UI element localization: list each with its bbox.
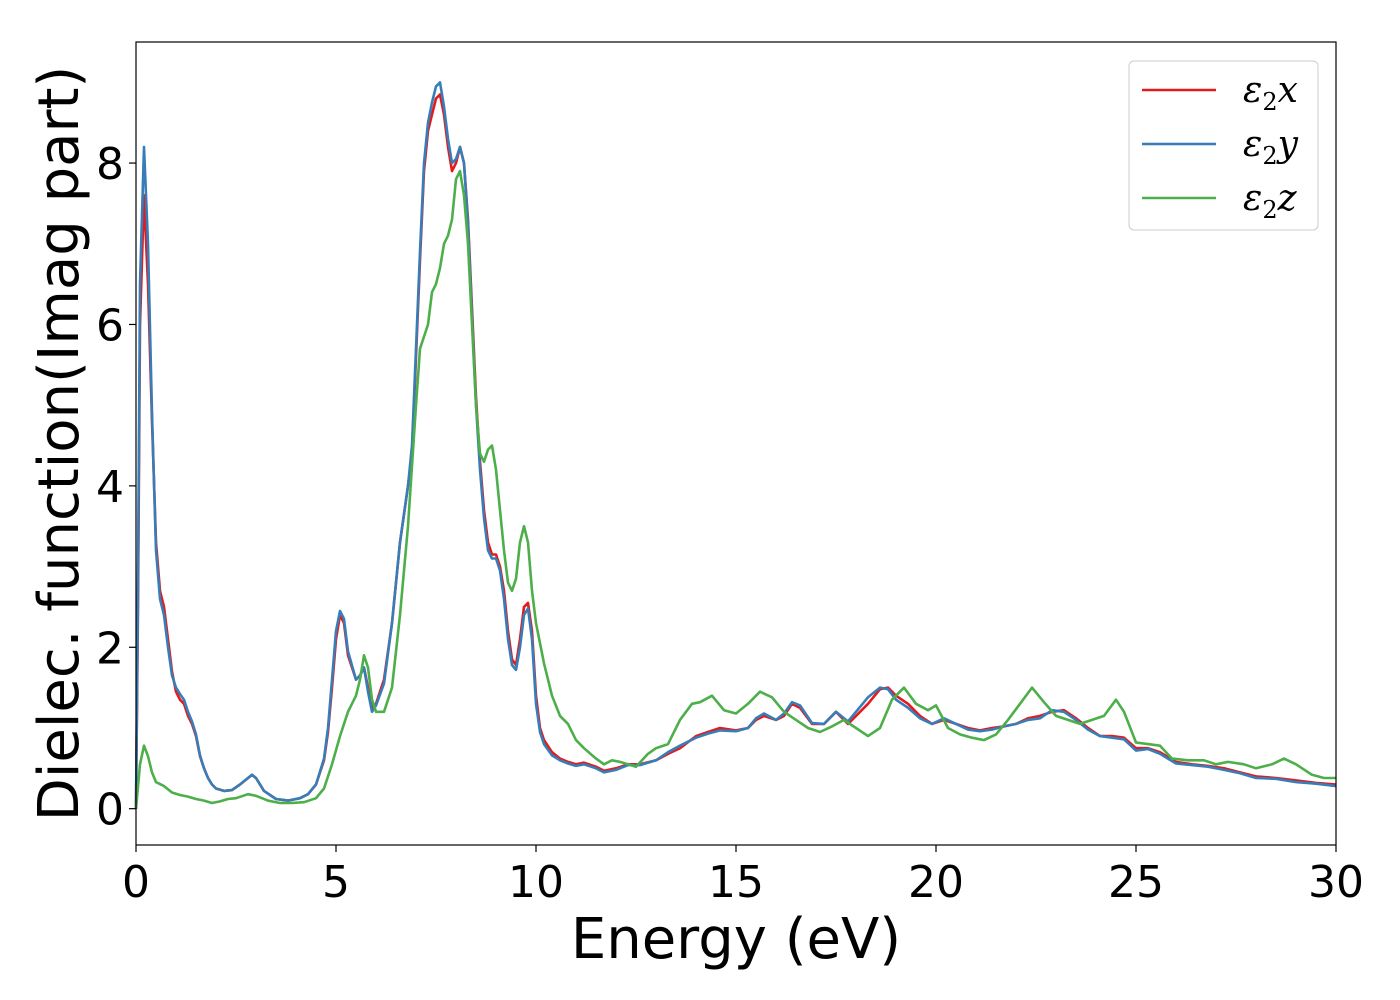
y-tick-label: 0 [96,785,124,836]
x-tick-label: 30 [1308,857,1364,908]
y-axis-title: Dielec. function(Imag part) [27,66,92,822]
plot-lines [134,81,1337,809]
legend: ε2x ε2y ε2z [1128,60,1319,231]
x-tick-label: 20 [908,857,964,908]
x-tick-label: 25 [1108,857,1164,908]
y-tick-label: 6 [96,300,124,351]
y-tick-label: 4 [96,462,124,513]
x-tick-label: 0 [122,857,150,908]
x-tick-label: 15 [708,857,764,908]
x-tick-label: 10 [508,857,564,908]
x-axis-title: Energy (eV) [571,907,901,972]
series-line-z [134,169,1336,809]
x-axis-ticks: 0 5 10 15 20 25 30 [122,845,1364,908]
x-tick-label: 5 [322,857,350,908]
series-line-y [134,81,1337,809]
y-axis-ticks: 0 2 4 6 8 [96,139,136,836]
legend-label-x: ε2x [1243,70,1298,116]
legend-label-y: ε2y [1243,124,1299,170]
legend-box [1128,60,1319,231]
legend-label-z: ε2z [1243,178,1298,224]
y-tick-label: 8 [96,139,124,190]
y-tick-label: 2 [96,623,124,674]
